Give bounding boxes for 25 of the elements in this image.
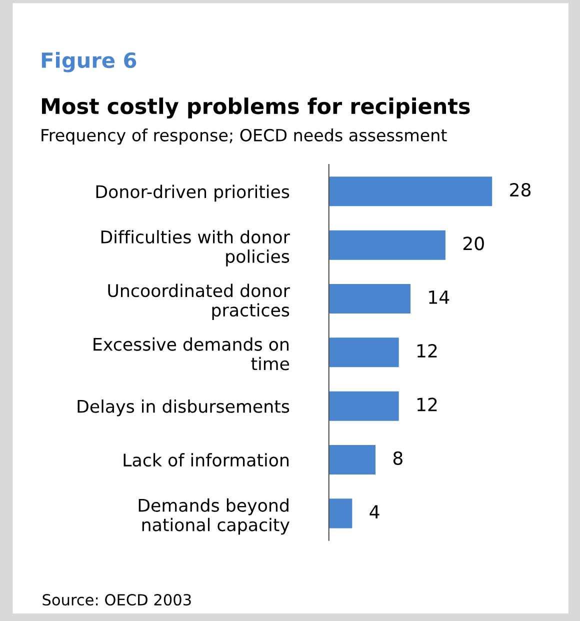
y-tick-label: Delays in disbursements bbox=[78, 399, 290, 416]
data-label: 20 bbox=[463, 236, 484, 250]
bar bbox=[328, 445, 376, 475]
bar bbox=[328, 391, 399, 421]
data-label: 8 bbox=[393, 451, 402, 465]
y-tick-label: Excessive demands on time bbox=[94, 337, 290, 370]
chart-subtitle: Frequency of response; OECD needs assessment bbox=[42, 128, 447, 145]
data-label: 4 bbox=[370, 505, 380, 518]
y-tick-label: Difficulties with donor policies bbox=[101, 230, 290, 266]
data-label: 28 bbox=[510, 182, 531, 197]
bar bbox=[328, 498, 352, 528]
data-label: 12 bbox=[417, 344, 437, 358]
y-tick-label: Demands beyond national capacity bbox=[138, 498, 290, 535]
bar bbox=[328, 230, 446, 260]
y-tick-label: Lack of information bbox=[124, 453, 288, 467]
data-label: 12 bbox=[417, 398, 437, 412]
y-tick-label: Donor-driven priorities bbox=[96, 184, 290, 202]
data-label: 14 bbox=[429, 290, 450, 304]
bar bbox=[328, 284, 410, 314]
bar bbox=[328, 338, 399, 368]
y-tick-label: Uncoordinated donor practices bbox=[108, 284, 290, 320]
caption: Figure 6 bbox=[42, 52, 136, 72]
bar bbox=[328, 176, 492, 206]
source-note: Source: OECD 2003 bbox=[42, 594, 191, 606]
chart-title: Most costly problems for recipients bbox=[42, 98, 470, 119]
